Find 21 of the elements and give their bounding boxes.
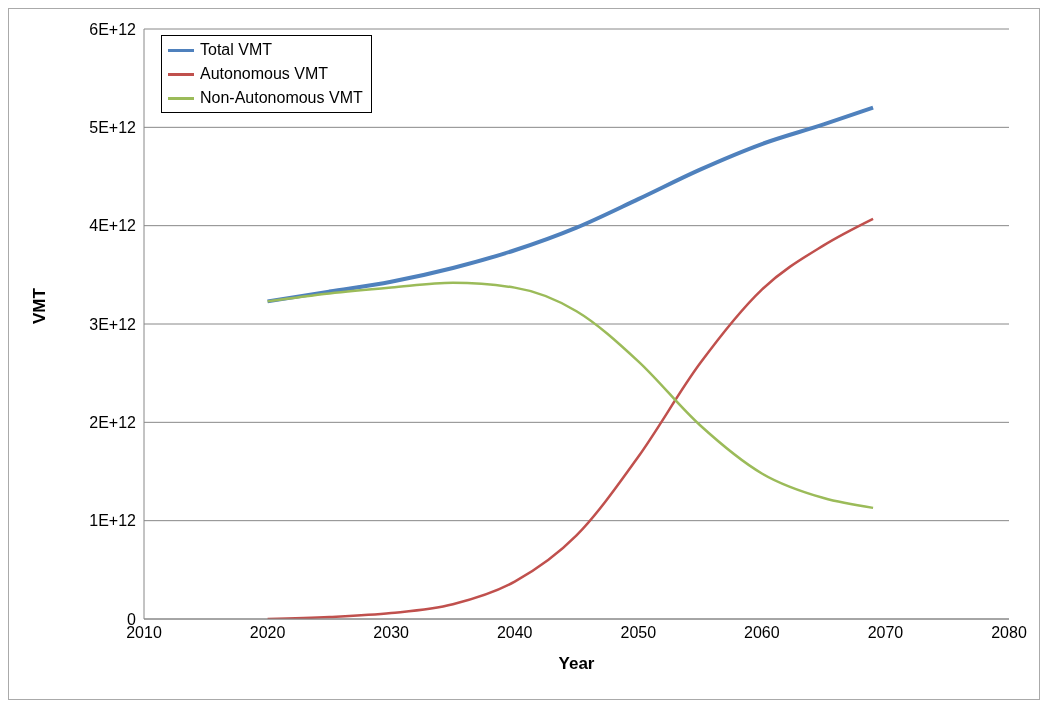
x-tick-label: 2050 — [620, 624, 657, 642]
y-tick-label: 3E+12 — [89, 315, 137, 333]
y-tick-label: 1E+12 — [89, 512, 137, 530]
y-tick-label: 2E+12 — [89, 414, 137, 432]
legend-label: Autonomous VMT — [200, 64, 329, 84]
x-tick-label: 2030 — [373, 624, 410, 642]
y-tick-label: 6E+12 — [89, 20, 137, 38]
x-tick-label: 2010 — [126, 624, 162, 642]
line-series — [265, 105, 876, 304]
line-series — [266, 281, 875, 510]
x-tick-label: 2070 — [867, 624, 904, 642]
legend-label: Total VMT — [200, 40, 273, 60]
y-tick-label: 5E+12 — [89, 119, 137, 137]
x-tick-label: 2080 — [991, 624, 1027, 642]
x-tick-label: 2020 — [249, 624, 286, 642]
y-tick-label: 4E+12 — [89, 217, 137, 235]
x-tick-label: 2040 — [496, 624, 533, 642]
legend-label: Non-Autonomous VMT — [200, 88, 363, 108]
x-tick-label: 2060 — [744, 624, 780, 642]
y-axis-title: VMT — [30, 287, 50, 324]
x-axis-title: Year — [558, 654, 595, 673]
